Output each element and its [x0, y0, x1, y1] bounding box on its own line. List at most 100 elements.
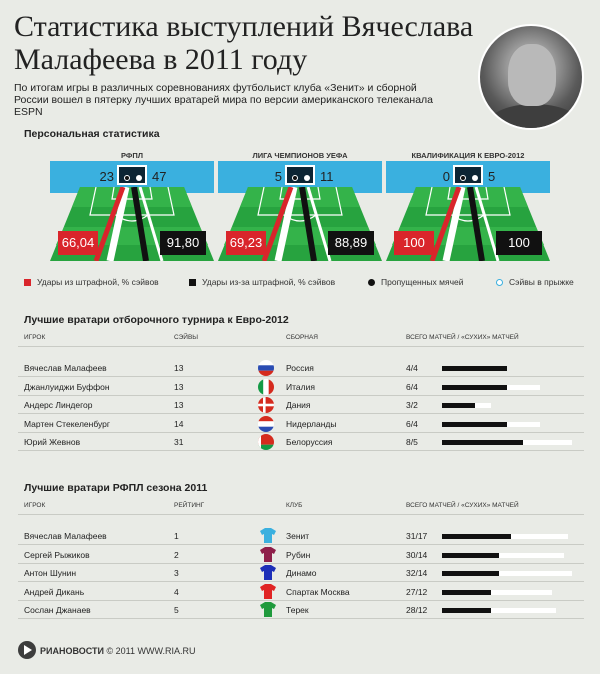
row-divider — [18, 450, 584, 451]
clean-sheets-bar — [442, 366, 507, 371]
saves-value: 13 — [174, 363, 184, 373]
player-name: Вячеслав Малафеев — [24, 363, 107, 373]
row-divider — [18, 599, 584, 601]
clean-sheets-bar — [442, 571, 499, 576]
team-name: Нидерланды — [286, 418, 337, 429]
flag-italy-icon — [258, 378, 274, 395]
saves-value: 13 — [174, 400, 184, 410]
player-name: Сослан Джанаев — [24, 605, 91, 615]
club-name: Спартак Москва — [286, 586, 350, 597]
table-header: Игрок — [24, 334, 46, 341]
diving-saves-value: 47 — [152, 169, 167, 184]
inside-box-save-badge: 66,04 — [58, 231, 98, 255]
ria-logo-icon — [18, 641, 36, 659]
table-divider — [18, 346, 584, 347]
rfpl-table-title: Лучшие вратари РФПЛ сезона 2011 — [24, 482, 208, 494]
outside-box-save-badge: 91,80 — [160, 231, 206, 255]
club-shirt-icon — [260, 546, 276, 562]
row-divider — [18, 544, 584, 545]
panel-title: Лига чемпионов УЕФА — [252, 151, 348, 160]
club-name: Терек — [286, 605, 309, 615]
stat-panel: 0 5 100 100 — [386, 161, 550, 261]
goals-conceded-value: 23 — [99, 169, 114, 184]
row-divider — [18, 562, 584, 564]
player-name: Андрей Дикань — [24, 586, 85, 597]
clean-sheets-bar — [442, 384, 507, 390]
goal-icon — [117, 165, 147, 185]
matches-ratio: 6/4 — [406, 418, 418, 429]
table-header: Сборная — [286, 334, 319, 341]
row-divider — [18, 394, 584, 396]
goals-dot-icon — [124, 175, 130, 181]
matches-ratio: 4/4 — [406, 363, 418, 373]
goal-icon — [285, 165, 315, 185]
clean-sheets-bar — [442, 421, 507, 427]
table-header: Всего матчей / «сухих» матчей — [406, 502, 519, 509]
legend-dives: Сэйвы в прыжке — [496, 277, 574, 287]
matches-ratio: 27/12 — [406, 586, 428, 597]
clean-sheets-bar — [442, 534, 512, 539]
stat-panel: 5 11 69,23 88,89 — [218, 161, 382, 261]
matches-ratio: 28/12 — [406, 605, 428, 615]
clean-sheets-bar — [442, 440, 524, 445]
row-divider — [18, 376, 584, 377]
table-header: Рейтинг — [174, 502, 205, 509]
dives-dot-icon — [136, 175, 142, 181]
rating-value: 5 — [174, 605, 179, 615]
dives-dot-icon — [304, 175, 310, 181]
rating-value: 1 — [174, 531, 179, 541]
goals-conceded-value: 5 — [274, 169, 282, 184]
page-title: Статистика выступлений Вячеслава Малафее… — [14, 10, 474, 76]
goal-icon — [453, 165, 483, 185]
table-header: Игрок — [24, 502, 46, 509]
goals-dot-icon — [460, 175, 466, 181]
rating-value: 4 — [174, 586, 179, 597]
flag-russia-icon — [258, 360, 274, 376]
personal-stats-title: Персональная статистика — [24, 128, 160, 140]
team-name: Италия — [286, 381, 315, 392]
player-name: Вячеслав Малафеев — [24, 531, 107, 541]
row-divider — [18, 413, 584, 414]
matches-ratio: 3/2 — [406, 400, 418, 410]
clean-sheets-bar — [442, 589, 491, 595]
legend-outside-box: Удары из-за штрафной, % сэйвов — [189, 277, 335, 287]
inside-box-save-badge: 69,23 — [226, 231, 266, 255]
player-name: Антон Шунин — [24, 568, 77, 578]
total-matches-bar — [442, 552, 564, 558]
clean-sheets-bar — [442, 403, 475, 408]
goals-conceded-value: 0 — [442, 169, 450, 184]
team-name: Россия — [286, 363, 314, 373]
club-name: Динамо — [286, 568, 317, 578]
goals-dot-icon — [292, 175, 298, 181]
saves-value: 13 — [174, 381, 184, 392]
footer: РИАНОВОСТИ © 2011 WWW.RIA.RU — [18, 641, 196, 659]
club-name: Зенит — [286, 531, 310, 541]
matches-ratio: 8/5 — [406, 437, 418, 447]
legend-goals: Пропущенных мячей — [368, 277, 464, 287]
player-name: Юрий Жевнов — [24, 437, 81, 447]
dives-dot-icon — [472, 175, 478, 181]
stat-panel: 23 47 66,04 91,80 — [50, 161, 214, 261]
matches-ratio: 30/14 — [406, 549, 428, 560]
inside-box-save-badge: 100 — [394, 231, 434, 255]
flag-netherlands-icon — [258, 415, 274, 432]
player-name: Мартен Стекеленбург — [24, 418, 110, 429]
clean-sheets-bar — [442, 608, 491, 613]
table-header: Клуб — [286, 502, 303, 509]
outside-box-save-badge: 88,89 — [328, 231, 374, 255]
diving-saves-value: 11 — [320, 169, 334, 184]
row-divider — [18, 618, 584, 619]
club-shirt-icon — [260, 565, 276, 580]
panel-title: Квалификация к Евро-2012 — [411, 151, 525, 160]
legend-inside-box: Удары из штрафной, % сэйвов — [24, 277, 159, 287]
club-name: Рубин — [286, 549, 311, 560]
matches-ratio: 6/4 — [406, 381, 418, 392]
total-matches-bar — [442, 571, 572, 576]
team-name: Дания — [286, 400, 311, 410]
team-name: Белоруссия — [286, 437, 333, 447]
flag-denmark-icon — [258, 397, 274, 413]
player-name: Сергей Рыжиков — [24, 549, 90, 560]
table-header: Всего матчей / «сухих» матчей — [406, 334, 519, 341]
clean-sheets-bar — [442, 552, 499, 558]
player-name: Джанлуиджи Буффон — [24, 381, 110, 392]
